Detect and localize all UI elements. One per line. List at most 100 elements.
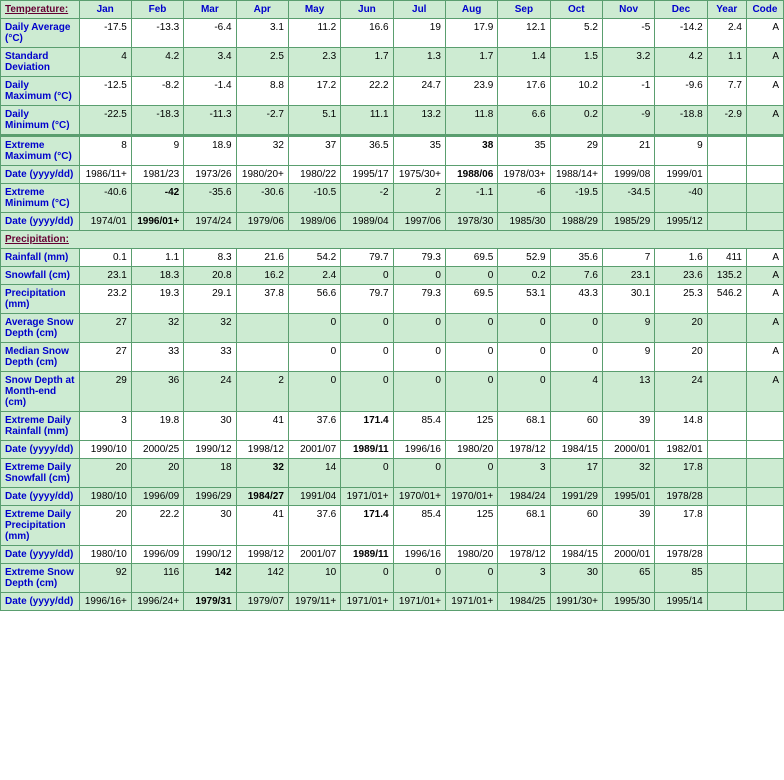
cell: 1.7 [445,48,497,77]
cell: -8.2 [131,77,183,106]
cell: 1.5 [550,48,602,77]
cell: 3 [498,459,550,488]
cell: 39 [602,412,654,441]
cell: 1998/12 [236,441,288,459]
cell: 2.3 [288,48,340,77]
cell: 18.9 [184,136,236,166]
cell: 69.5 [445,285,497,314]
cell [707,372,746,412]
cell: 2 [236,372,288,412]
cell: 1971/01+ [393,593,445,611]
cell: 21 [602,136,654,166]
row-label: Snow Depth at Month-end (cm) [1,372,80,412]
cell: 1984/25 [498,593,550,611]
cell: 1989/11 [341,546,393,564]
cell: 7 [602,249,654,267]
cell: 37 [288,136,340,166]
cell [707,184,746,213]
cell: 1.1 [131,249,183,267]
cell [707,459,746,488]
cell: 0 [445,343,497,372]
cell: 1970/01+ [445,488,497,506]
cell: 1980/10 [79,488,131,506]
cell: 1991/04 [288,488,340,506]
cell: 0 [445,267,497,285]
cell: 20 [79,459,131,488]
cell: -1.4 [184,77,236,106]
row-label: Daily Minimum (°C) [1,106,80,136]
cell: 1.7 [341,48,393,77]
table-row: Daily Maximum (°C)-12.5-8.2-1.48.817.222… [1,77,784,106]
cell: 0 [341,314,393,343]
cell: 1.3 [393,48,445,77]
cell: 79.7 [341,285,393,314]
cell: -22.5 [79,106,131,136]
cell: 30.1 [602,285,654,314]
cell: 1978/28 [655,546,707,564]
cell: 79.3 [393,285,445,314]
cell: 37.8 [236,285,288,314]
table-row: Daily Average (°C)-17.5-13.3-6.43.111.21… [1,19,784,48]
cell: 0 [393,564,445,593]
table-row: Snow Depth at Month-end (cm)293624200000… [1,372,784,412]
cell: 1.1 [707,48,746,77]
cell [707,488,746,506]
cell: 1979/31 [184,593,236,611]
cell [746,564,783,593]
cell: 1973/26 [184,166,236,184]
cell: 24 [184,372,236,412]
table-row: Median Snow Depth (cm)273333000000920A [1,343,784,372]
cell [707,136,746,166]
section-header-precipitation: Precipitation: [1,231,784,249]
cell: 3.4 [184,48,236,77]
cell: 0 [498,314,550,343]
cell: -40 [655,184,707,213]
cell: 85 [655,564,707,593]
row-label: Date (yyyy/dd) [1,213,80,231]
cell: -10.5 [288,184,340,213]
cell: -42 [131,184,183,213]
cell: 22.2 [341,77,393,106]
row-label: Daily Average (°C) [1,19,80,48]
cell: 411 [707,249,746,267]
cell [707,343,746,372]
col-header-dec: Dec [655,1,707,19]
col-header-code: Code [746,1,783,19]
cell: 17 [550,459,602,488]
cell [707,213,746,231]
row-label: Date (yyyy/dd) [1,488,80,506]
cell: 0.1 [79,249,131,267]
cell: 0 [341,459,393,488]
cell: 1978/12 [498,546,550,564]
cell: 14.8 [655,412,707,441]
cell: 37.6 [288,506,340,546]
cell: 20 [131,459,183,488]
cell: 0 [445,372,497,412]
cell: 125 [445,412,497,441]
cell: 1989/04 [341,213,393,231]
cell [746,184,783,213]
cell: 7.6 [550,267,602,285]
cell: 0 [288,343,340,372]
cell: A [746,267,783,285]
cell: 1990/12 [184,441,236,459]
cell: 1980/20+ [236,166,288,184]
cell [707,546,746,564]
cell: 2000/01 [602,441,654,459]
cell: 1996/29 [184,488,236,506]
cell: 14 [288,459,340,488]
cell: 41 [236,506,288,546]
cell: 35 [498,136,550,166]
cell: 2.4 [707,19,746,48]
cell: 0 [550,343,602,372]
cell: 29 [79,372,131,412]
row-label: Extreme Daily Rainfall (mm) [1,412,80,441]
cell: 17.8 [655,459,707,488]
cell: 1984/15 [550,546,602,564]
cell: 23.1 [602,267,654,285]
table-row: Snowfall (cm)23.118.320.816.22.40000.27.… [1,267,784,285]
cell: 1995/30 [602,593,654,611]
cell: 60 [550,412,602,441]
cell: 1985/29 [602,213,654,231]
cell: 1980/20 [445,546,497,564]
